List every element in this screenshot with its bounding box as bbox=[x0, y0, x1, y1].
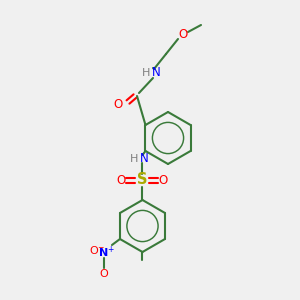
Text: O: O bbox=[113, 98, 123, 110]
Text: H: H bbox=[142, 68, 150, 78]
Text: O: O bbox=[100, 269, 108, 279]
Text: O: O bbox=[178, 28, 188, 41]
Text: +: + bbox=[107, 244, 113, 253]
Text: O: O bbox=[159, 173, 168, 187]
Text: N: N bbox=[99, 248, 109, 258]
Text: S: S bbox=[137, 172, 148, 188]
Text: N: N bbox=[140, 152, 149, 166]
Text: N: N bbox=[152, 67, 160, 80]
Text: −: − bbox=[97, 244, 103, 253]
Text: O: O bbox=[117, 173, 126, 187]
Text: H: H bbox=[130, 154, 139, 164]
Text: O: O bbox=[90, 246, 98, 256]
